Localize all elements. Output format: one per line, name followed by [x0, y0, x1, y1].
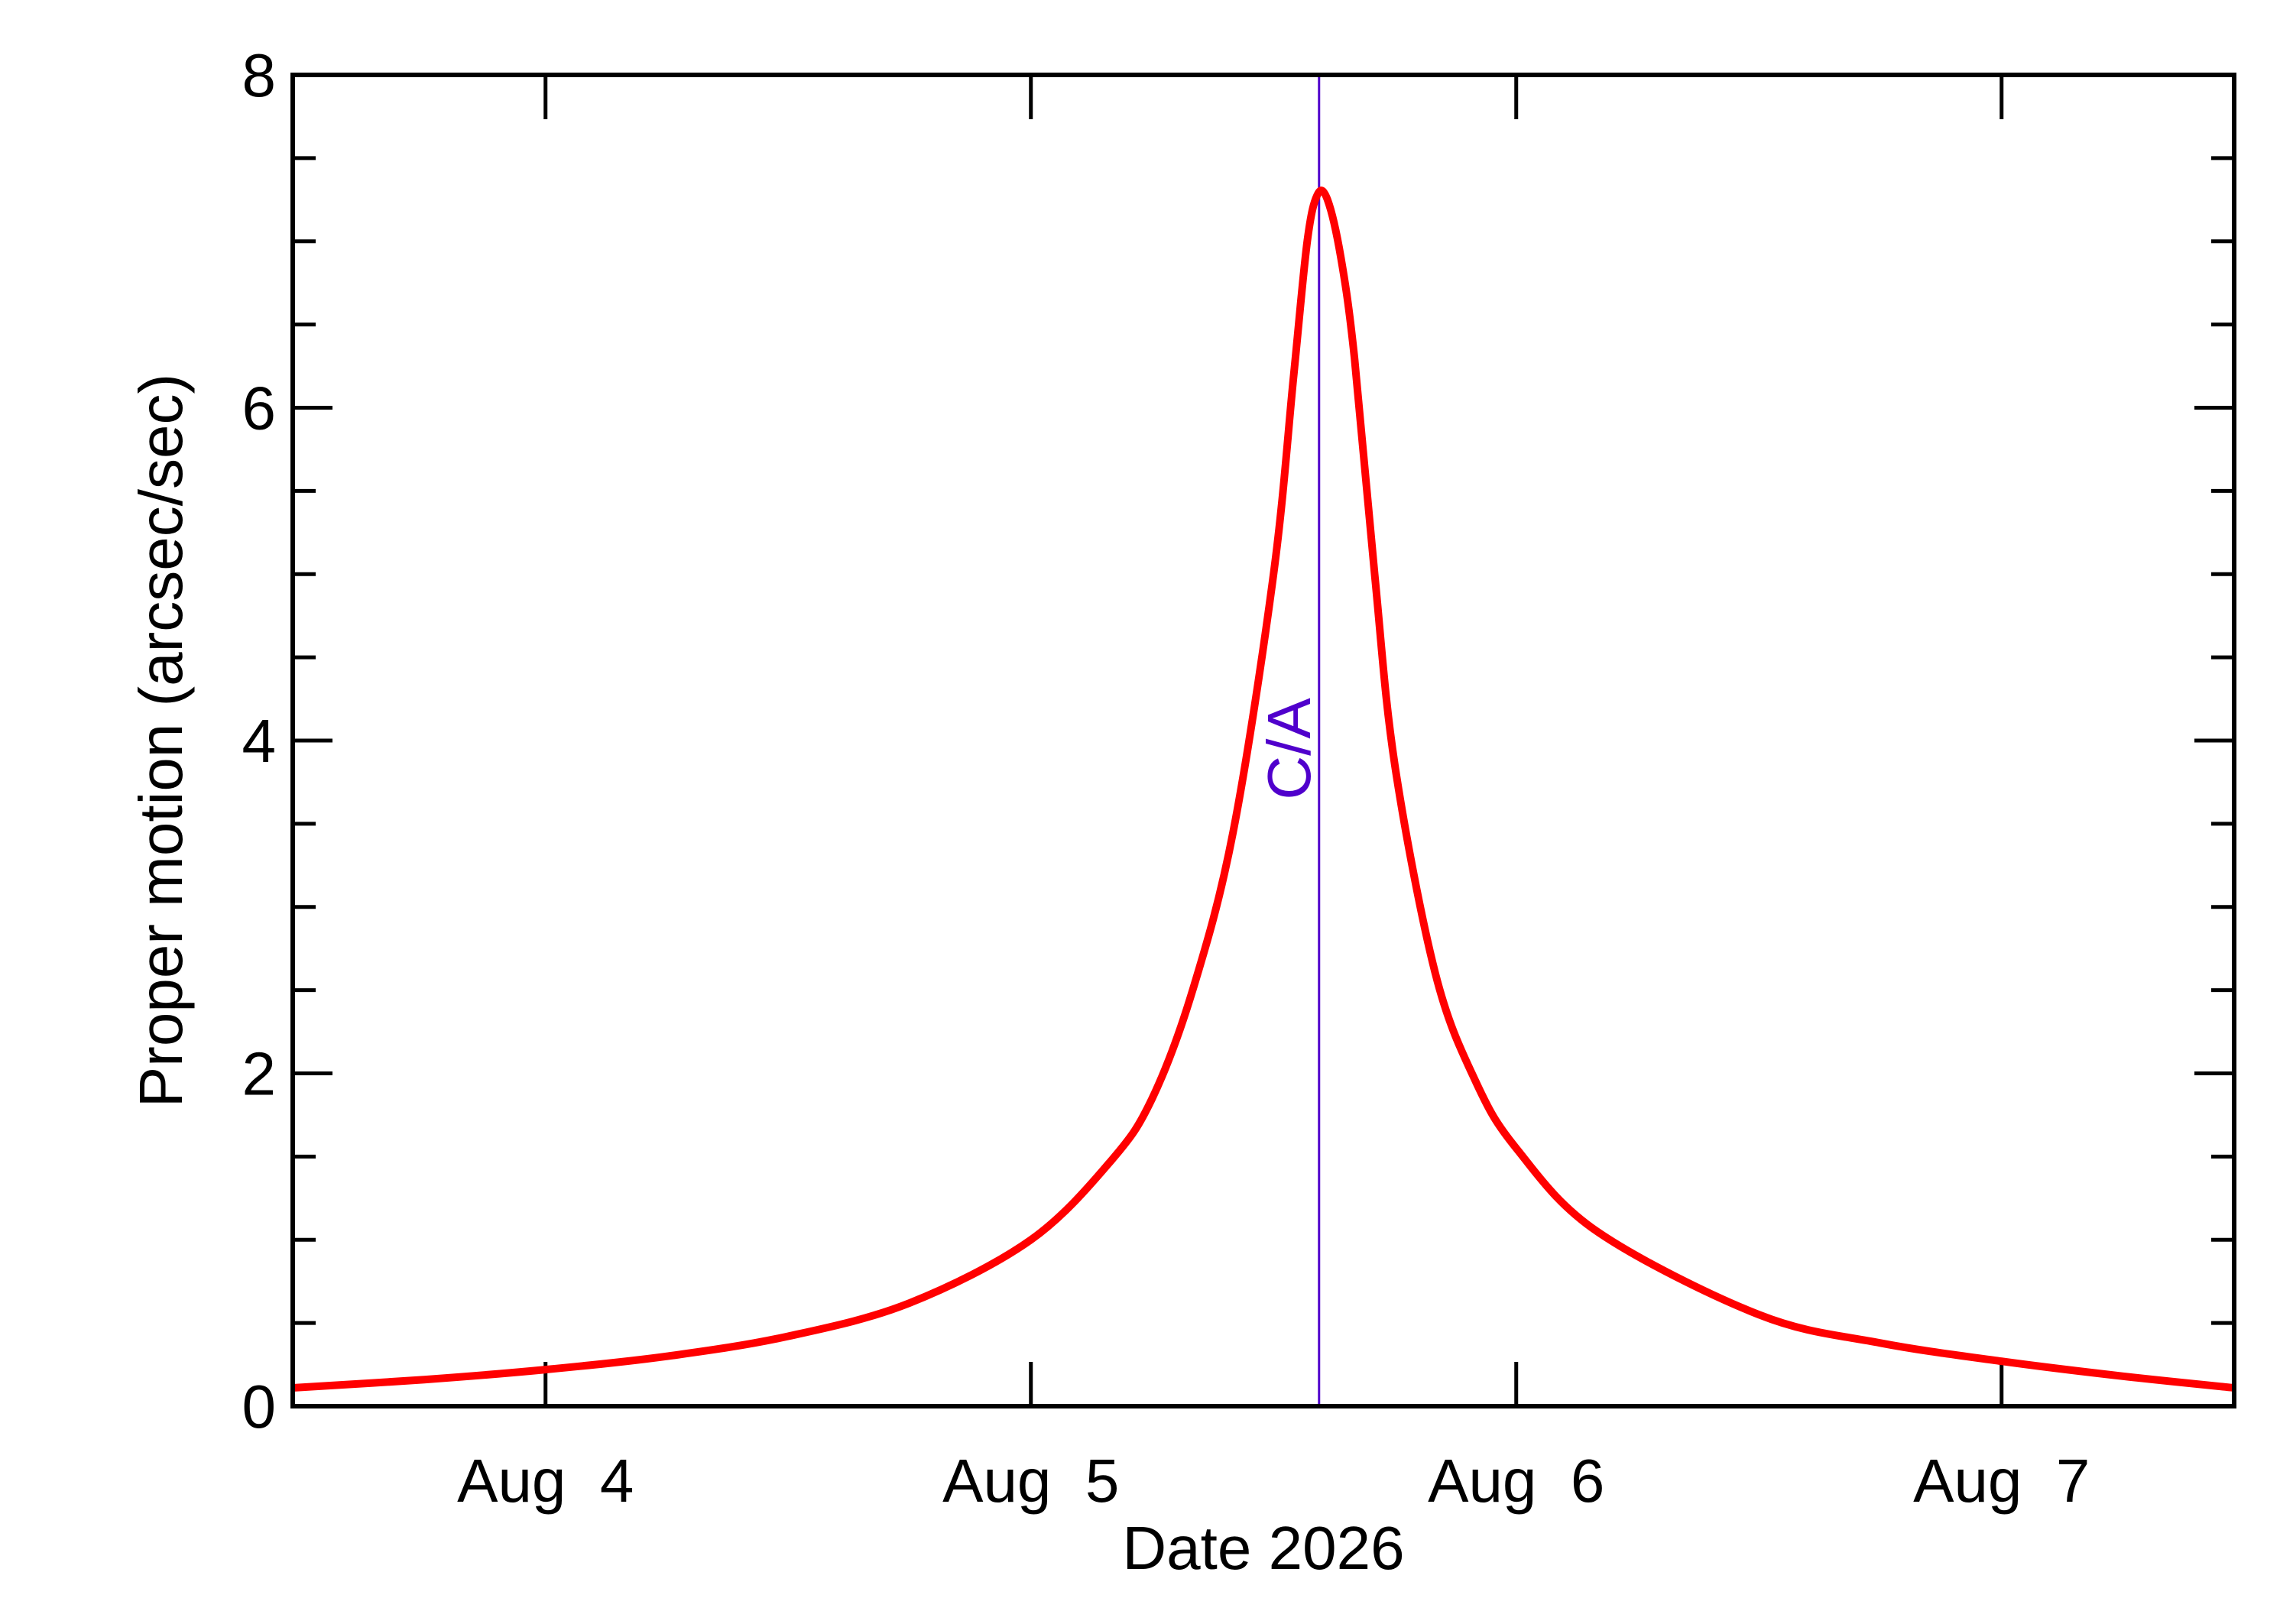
x-tick-label: Aug 5 — [942, 1447, 1119, 1515]
closest-approach-label: C/A — [1255, 698, 1323, 800]
x-tick-label: Aug 6 — [1428, 1447, 1604, 1515]
proper-motion-series-line — [292, 186, 2235, 1392]
y-tick-label: 8 — [242, 41, 277, 109]
y-tick-label: 2 — [242, 1040, 277, 1108]
plot-layer: 0 2 4 6 8 Aug 4 Aug 5 Aug 6 Aug 7 C/A — [242, 41, 2236, 1515]
y-axis-title: Proper motion (arcsec/sec) — [127, 374, 195, 1107]
y-tick-label: 4 — [242, 707, 277, 775]
x-tick-label: Aug 4 — [457, 1447, 634, 1515]
y-tick-label: 6 — [242, 374, 277, 442]
x-tick-label: Aug 7 — [1913, 1447, 2090, 1515]
y-tick-label: 0 — [242, 1373, 277, 1441]
x-axis-title: Date 2026 — [1122, 1514, 1404, 1582]
plot-frame — [290, 73, 2236, 1408]
